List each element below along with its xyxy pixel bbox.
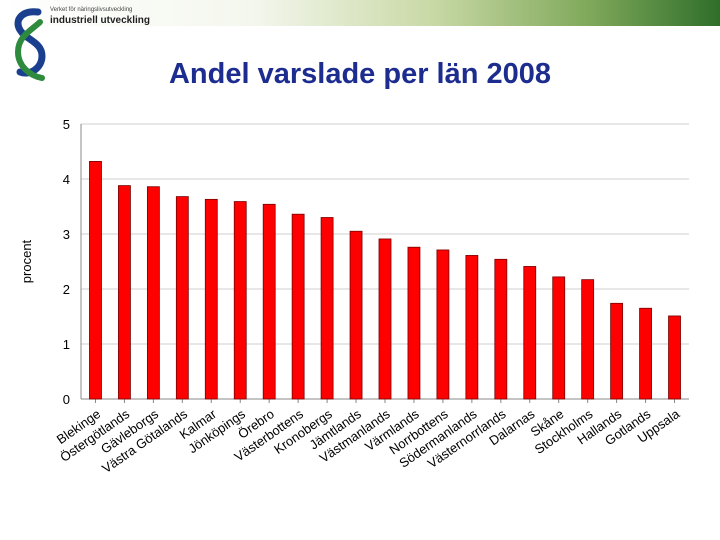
y-tick-label: 2 (63, 282, 70, 297)
y-tick-label: 1 (63, 337, 70, 352)
bar (407, 246, 421, 400)
bar (204, 198, 218, 400)
y-tick-label: 3 (63, 227, 70, 242)
header-band (0, 0, 720, 26)
bar (146, 186, 160, 400)
bar (581, 279, 595, 400)
bar (436, 249, 450, 400)
bar (668, 315, 681, 400)
bar (465, 255, 479, 400)
org-name: industriell utveckling (50, 15, 151, 26)
logo-icon (14, 8, 46, 81)
bar (552, 276, 566, 400)
y-tick-label: 0 (63, 392, 70, 407)
y-tick-label: 4 (63, 172, 70, 187)
bar (291, 213, 305, 400)
bar (175, 196, 189, 400)
y-axis-label: procent (19, 239, 34, 283)
org-tagline: Verket för näringslivsutveckling (50, 7, 133, 13)
y-tick-label: 5 (63, 117, 70, 132)
bar (523, 266, 537, 400)
bar (262, 203, 276, 400)
bar (378, 238, 392, 400)
bar (118, 185, 131, 400)
bar (610, 302, 624, 400)
chart-title: Andel varslade per län 2008 (168, 58, 552, 90)
bar (349, 230, 363, 400)
bar (233, 201, 247, 400)
bar (320, 217, 334, 400)
bar (494, 258, 508, 400)
bar (639, 307, 652, 400)
bar (89, 160, 102, 400)
